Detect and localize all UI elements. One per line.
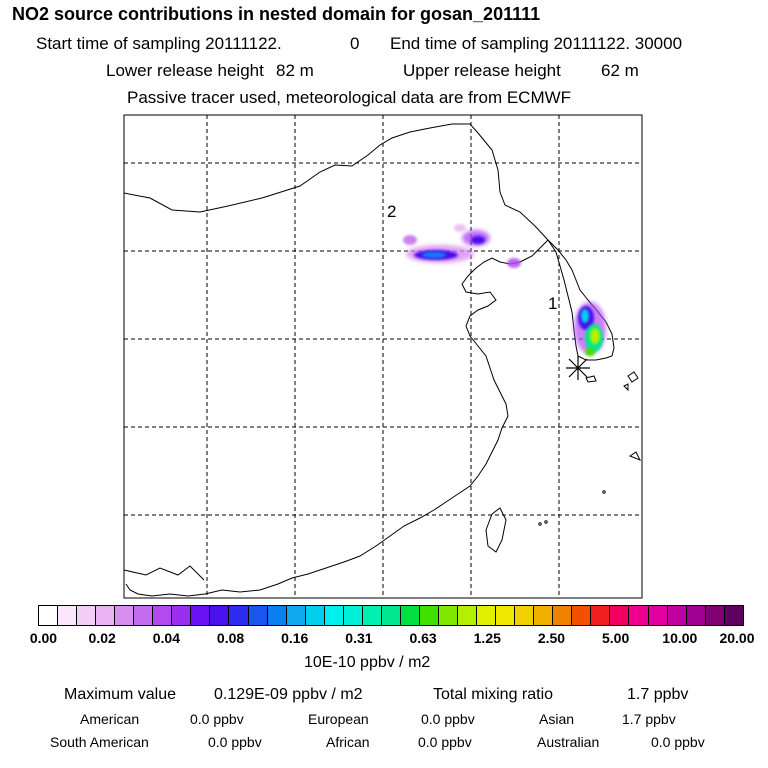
colorbar-units: 10E-10 ppbv / m2 [304,654,431,671]
colorbar-cell [534,606,554,625]
colorbar-tick-label: 0.08 [216,630,245,646]
colorbar-tick-label: 0.16 [281,630,309,646]
receptor-asterisk-icon [566,356,590,380]
colorbar-cell [153,606,173,625]
colorbar-cell [286,606,306,625]
colorbar-cell [419,606,439,625]
max-value-label: Maximum value [64,686,177,703]
colorbar-cell [96,606,116,625]
region-value: 0.0 ppbv [190,711,244,727]
map-frame [123,114,643,599]
colorbar-cell [115,606,135,625]
colorbar [38,605,744,626]
colorbar-cell [77,606,97,625]
colorbar-tick-label: 20.00 [719,630,755,646]
plume-region-2 [403,224,521,268]
lower-release-value: 82 m [276,61,314,80]
colorbar-cell [705,606,725,625]
colorbar-cell [553,606,573,625]
colorbar-cell [39,606,59,625]
max-value: 0.129E-09 ppbv / m2 [214,686,363,703]
region-value: 0.0 ppbv [651,734,705,750]
source-marker-1: 1 [548,294,557,313]
region-name: American [80,711,140,727]
grid-lines [124,115,642,598]
colorbar-cell [438,606,459,625]
colorbar-tick-label: 5.00 [602,630,630,646]
end-time-label: End time of sampling 20111122. 30000 [390,34,683,53]
colorbar-cell [267,606,287,625]
upper-release-value: 62 m [601,61,639,80]
colorbar-tick-label: 0.04 [152,630,180,646]
total-mixing-label: Total mixing ratio [433,686,554,703]
colorbar-cell [724,606,743,625]
colorbar-cell [629,606,649,625]
colorbar-cell [172,606,192,625]
colorbar-cell [572,606,592,625]
colorbar-tick-label: 0.00 [29,630,58,646]
colorbar-tick-label: 0.02 [88,630,116,646]
colorbar-cell [648,606,668,625]
colorbar-cell [210,606,230,625]
region-value: 1.7 ppbv [622,711,676,727]
lower-release-label: Lower release height [106,61,264,80]
colorbar-tick-label: 0.63 [409,630,437,646]
region-name: South American [50,734,149,750]
colorbar-tick-label: 1.25 [473,630,501,646]
colorbar-cell [324,606,344,625]
region-name: Australian [537,734,600,750]
colorbar-cell [610,606,630,625]
colorbar-cell [496,606,516,625]
start-time-label: Start time of sampling 20111122. [36,34,282,53]
plot-title: NO2 source contributions in nested domai… [12,4,541,24]
region-value: 0.0 ppbv [421,711,475,727]
colorbar-cell [400,606,420,625]
colorbar-cell [191,606,211,625]
colorbar-cell [458,606,478,625]
colorbar-cell [229,606,249,625]
colorbar-cell [362,606,382,625]
coastlines [124,123,642,597]
region-name: Asian [539,711,575,727]
region-name: European [308,711,369,727]
colorbar-cell [515,606,535,625]
region-value: 0.0 ppbv [208,734,262,750]
colorbar-tick-label: 10.00 [662,630,698,646]
colorbar-cell [667,606,687,625]
colorbar-cell [134,606,154,625]
colorbar-cell [305,606,325,625]
source-marker-2: 2 [387,202,396,221]
colorbar-cell [686,606,706,625]
colorbar-tick-label: 0.31 [345,630,373,646]
start-time-value: 0 [350,34,360,53]
colorbar-cell [381,606,401,625]
tracer-note: Passive tracer used, meteorological data… [127,88,572,107]
colorbar-cell [477,606,497,625]
upper-release-label: Upper release height [403,61,561,80]
plume-region-1 [574,302,606,356]
total-mixing-value: 1.7 ppbv [627,686,689,703]
region-name: African [326,734,370,750]
colorbar-cell [343,606,363,625]
colorbar-cell [248,606,268,625]
region-value: 0.0 ppbv [418,734,472,750]
colorbar-tick-label: 2.50 [537,630,566,646]
colorbar-cell [591,606,611,625]
map-panel: 2 1 [123,114,643,599]
colorbar-cell [58,606,78,625]
